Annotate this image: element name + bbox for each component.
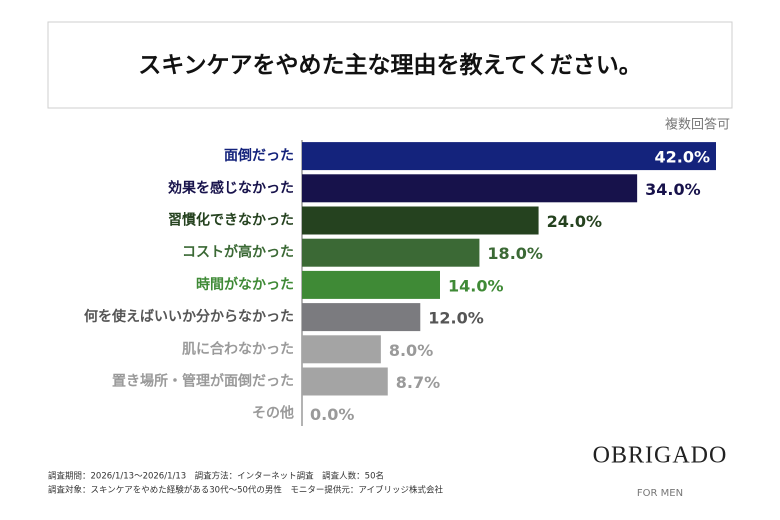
bar [302, 238, 480, 267]
value-label: 34.0% [645, 180, 701, 199]
title-box [47, 21, 733, 109]
category-label: 何を使えばいいか分からなかった [84, 308, 294, 325]
note: 複数回答可 [665, 117, 730, 133]
bar [302, 174, 638, 203]
logo-sub: FOR MEN [637, 488, 683, 499]
value-label: 12.0% [428, 309, 484, 328]
footnote: 調査期間：2026/1/13～2026/1/13 調査方法：インターネット調査 … [48, 471, 384, 482]
category-label: その他 [252, 405, 294, 422]
value-label: 14.0% [448, 276, 504, 295]
value-label: 18.0% [487, 244, 543, 263]
chart-title: スキンケアをやめた主な理由を教えてください。 [138, 52, 641, 79]
bar [302, 270, 440, 299]
category-label: コストが高かった [182, 244, 294, 261]
bar [302, 142, 716, 171]
value-label: 8.7% [396, 373, 440, 392]
bar [302, 206, 539, 235]
bar [302, 367, 388, 396]
category-label: 効果を感じなかった [168, 179, 294, 196]
logo: OBRIGADO [593, 443, 728, 469]
value-label: 0.0% [310, 405, 354, 424]
value-label: 24.0% [547, 212, 603, 231]
category-label: 置き場所・管理が面倒だった [112, 373, 294, 390]
footnote: 調査対象：スキンケアをやめた経験がある30代～50代の男性 モニター提供元：アイ… [48, 485, 443, 496]
bar [302, 303, 421, 332]
category-label: 面倒だった [224, 147, 294, 164]
bar [302, 335, 381, 364]
category-label: 習慣化できなかった [168, 212, 294, 229]
value-label: 8.0% [389, 341, 433, 360]
category-label: 肌に合わなかった [182, 340, 294, 357]
category-label: 時間がなかった [196, 276, 294, 293]
value-label: 42.0% [654, 148, 710, 167]
